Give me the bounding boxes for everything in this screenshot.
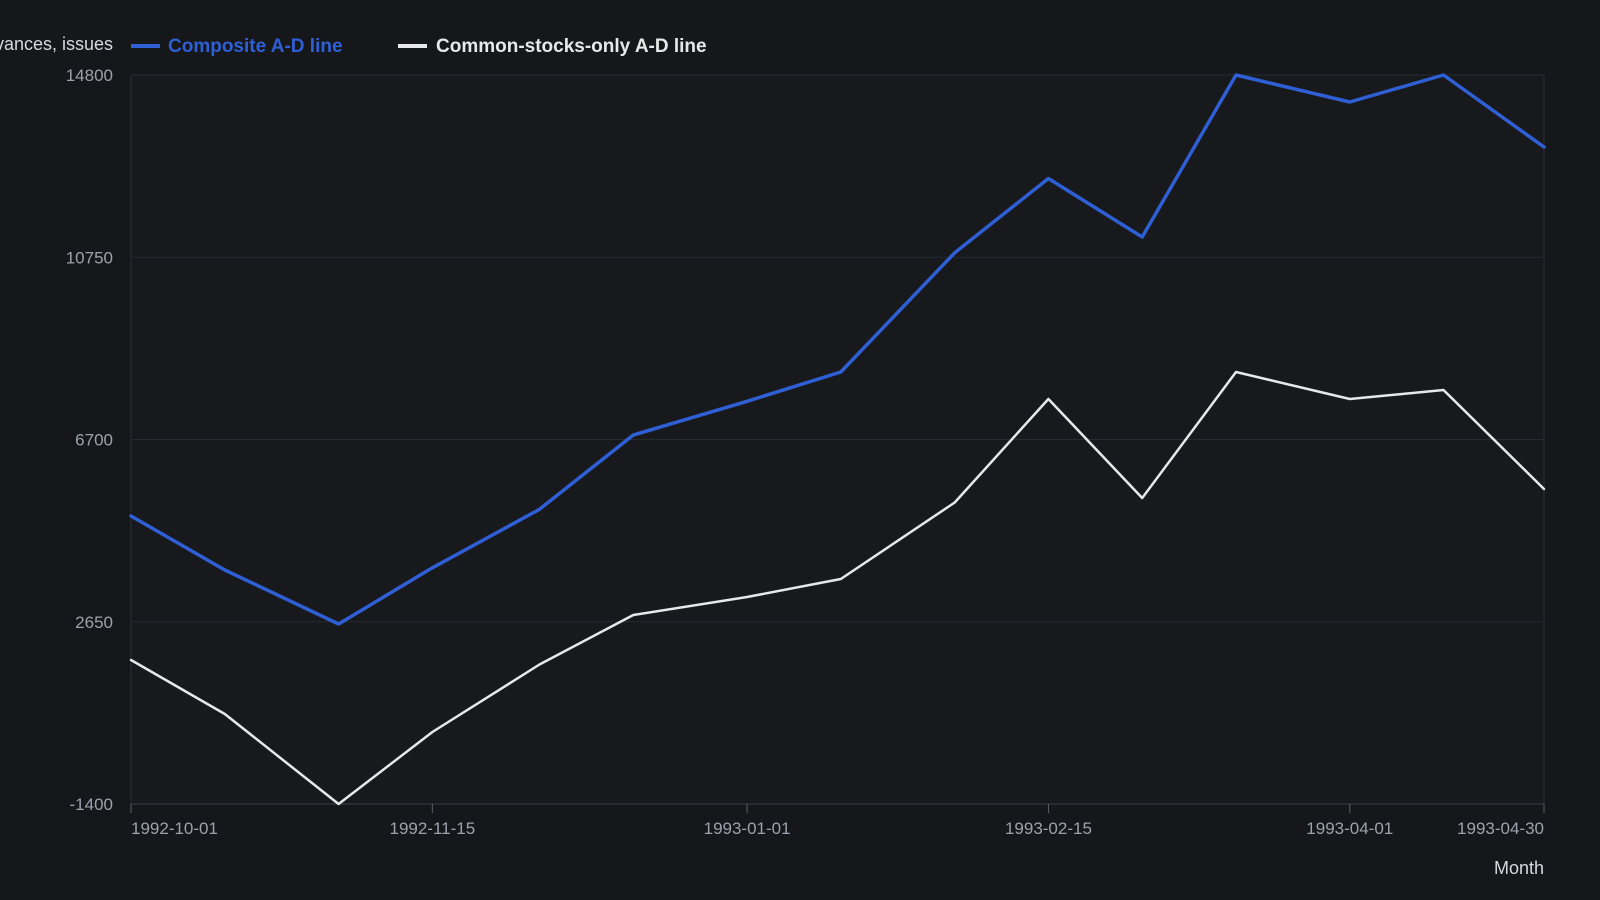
x-tick-label: 1993-02-15 [1005,819,1092,838]
y-tick-label: -1400 [70,795,113,814]
x-tick-label: 1992-10-01 [131,819,218,838]
x-axis-title: Month [1494,858,1544,878]
x-tick-label: 1993-01-01 [704,819,791,838]
x-tick-label: 1993-04-30 [1457,819,1544,838]
x-axis-ticks: 1992-10-01 1992-11-15 1993-01-01 1993-02-15… [130,804,1545,838]
legend-label-common-stocks: Common-stocks-only A-D line [436,36,707,57]
y-tick-label: 14800 [66,66,113,85]
grid-lines [131,74,1544,623]
y-axis-ticks: -1400 2650 6700 10750 14800 [66,66,113,814]
legend: Composite A-D line Common-stocks-only A-… [131,36,707,57]
legend-item-common-stocks[interactable]: Common-stocks-only A-D line [398,36,707,57]
y-tick-label: 10750 [66,248,113,267]
y-tick-label: 6700 [75,431,113,450]
x-tick-label: 1992-11-15 [389,819,475,838]
y-axis-title: Cumulative net advances, issues [0,34,113,54]
legend-item-composite[interactable]: Composite A-D line [131,36,343,57]
legend-label-composite: Composite A-D line [168,36,343,57]
series-lines [129,73,1546,806]
y-tick-label: 2650 [75,613,113,632]
x-tick-label: 1993-04-01 [1306,819,1393,838]
